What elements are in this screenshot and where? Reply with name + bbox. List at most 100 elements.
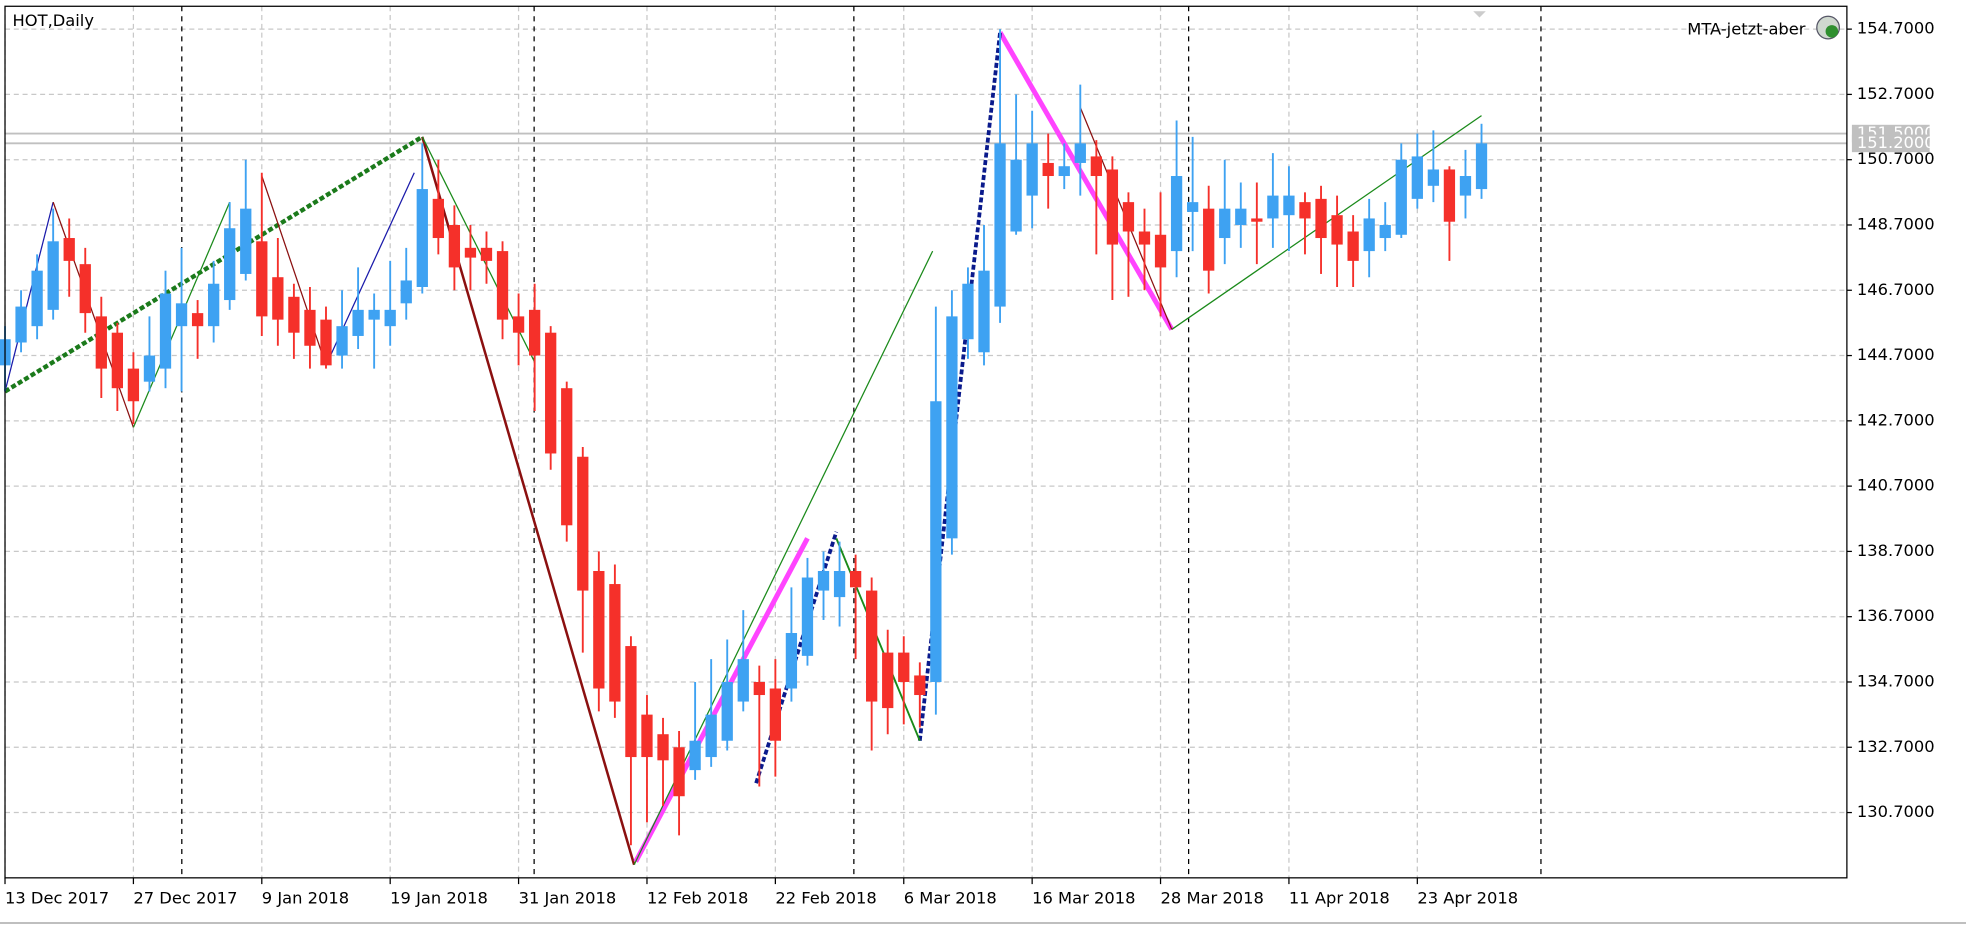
candle-body [1379, 224, 1391, 239]
candle-body [111, 332, 124, 389]
candle-body [224, 228, 236, 301]
candle-body [962, 283, 974, 340]
x-tick-label: 22 Feb 2018 [775, 889, 876, 908]
candle-body [95, 316, 107, 369]
candle-body [721, 681, 733, 741]
candle-body [320, 319, 332, 366]
x-tick-label: 23 Apr 2018 [1417, 889, 1518, 908]
candle-body [1219, 208, 1231, 239]
candle-body [47, 241, 59, 310]
y-tick-label: 138.7000 [1857, 541, 1935, 560]
candle-body [15, 306, 27, 343]
candle-body [898, 652, 910, 682]
candle-body [1459, 176, 1472, 196]
x-tick-label: 19 Jan 2018 [390, 889, 488, 908]
price-lines [5, 132, 1847, 145]
candle-body [866, 590, 878, 702]
candle-body [464, 247, 477, 258]
candle-body [352, 309, 364, 336]
candle-body [31, 270, 43, 327]
x-tick-label: 13 Dec 2017 [5, 889, 109, 908]
candle-body [753, 681, 765, 696]
candle-body [930, 401, 942, 682]
indicator-line [997, 31, 1174, 331]
candle-body [1283, 195, 1295, 216]
candle-body [1122, 202, 1135, 232]
candle-body [1154, 234, 1167, 268]
candle-body [191, 313, 204, 327]
candle-body [1331, 215, 1343, 245]
candle-body [1186, 202, 1199, 212]
y-tick-label: 150.7000 [1857, 149, 1935, 168]
candle-body [368, 309, 380, 320]
candle-body [1363, 218, 1375, 252]
candle-body [480, 247, 493, 261]
y-tick-label: 130.7000 [1857, 802, 1935, 821]
candle-body [1299, 202, 1311, 219]
candle-body [689, 740, 701, 771]
candle-body [1315, 198, 1327, 239]
candle-body [1010, 159, 1022, 232]
candle-body [1395, 159, 1407, 235]
candle-body [304, 309, 316, 346]
y-tick-label: 144.7000 [1857, 345, 1935, 364]
candle-body [609, 584, 621, 702]
candle-body [625, 646, 637, 758]
x-tick-label: 12 Feb 2018 [647, 889, 748, 908]
y-tick-label: 152.7000 [1857, 84, 1935, 103]
candle-body [1475, 143, 1488, 190]
candle-body [1106, 169, 1119, 245]
candle-body [1203, 208, 1215, 271]
candle-body [914, 675, 926, 696]
candle-body [849, 570, 862, 588]
candle-body [882, 652, 894, 709]
candle-body [1058, 166, 1070, 177]
x-tick-label: 6 Mar 2018 [904, 889, 997, 908]
candle-body [159, 293, 172, 369]
candle-body [946, 316, 958, 539]
indicator-name: MTA-jetzt-aber [1687, 20, 1806, 39]
price-label-bg [1851, 134, 1930, 153]
candle-body [175, 303, 188, 327]
x-tick-label: 31 Jan 2018 [519, 889, 617, 908]
price-label: 151.2000 [1857, 133, 1935, 152]
candle-body [1074, 143, 1086, 163]
x-tick-label: 16 Mar 2018 [1032, 889, 1135, 908]
candle-body [1138, 231, 1151, 245]
candle-body [1235, 208, 1247, 225]
candle-body [272, 277, 284, 320]
indicator-line [917, 32, 1002, 741]
x-tick-label: 27 Dec 2017 [133, 889, 237, 908]
indicator-icon [1473, 11, 1840, 40]
candle-body [673, 747, 685, 797]
candle-body [240, 208, 252, 274]
candle-body [801, 577, 814, 656]
candle-body [785, 633, 798, 689]
candle-body [1026, 143, 1038, 196]
candle-body [1443, 169, 1456, 222]
candle-body [769, 688, 782, 741]
y-tick-label: 136.7000 [1857, 606, 1935, 625]
y-tick-label: 142.7000 [1857, 410, 1935, 429]
candle-body [1090, 156, 1102, 177]
plot-frame [4, 5, 1848, 879]
candle-body [545, 332, 557, 454]
candle-body [448, 224, 461, 268]
candle-body [400, 280, 412, 304]
y-tick-label: 146.7000 [1857, 280, 1935, 299]
candle-body [1042, 162, 1054, 177]
candle-body [127, 368, 140, 402]
y-tick-label: 132.7000 [1857, 737, 1935, 756]
axes: 130.7000 132.7000 134.7000 136.7000 138.7000… [4, 19, 1935, 908]
candle-body [496, 251, 509, 320]
candle-body [336, 326, 348, 356]
candle-body [512, 316, 525, 333]
candle-body [432, 198, 444, 239]
candle-body [561, 388, 573, 526]
candle-body [994, 143, 1006, 307]
candle-body [593, 570, 605, 689]
candle-body [641, 714, 653, 758]
candle-body [208, 283, 220, 327]
